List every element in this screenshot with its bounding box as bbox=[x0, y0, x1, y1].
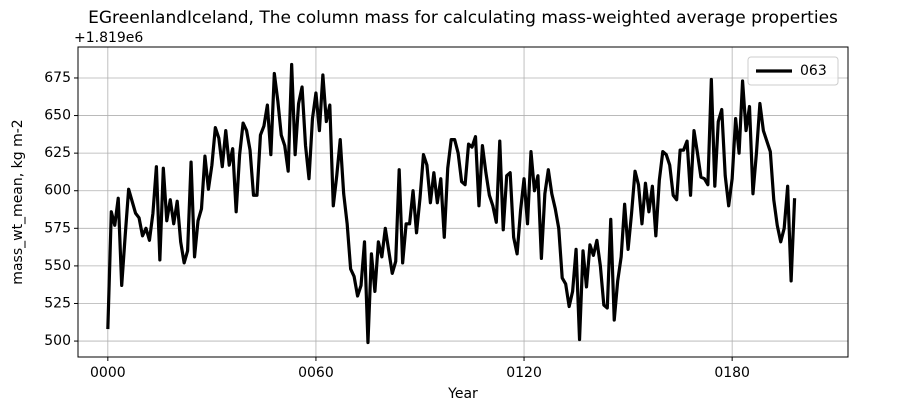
y-offset-label: +1.819e6 bbox=[74, 30, 143, 46]
y-tick-label: 525 bbox=[44, 295, 71, 311]
y-tick-label: 625 bbox=[44, 145, 71, 161]
y-tick-label: 575 bbox=[44, 220, 71, 236]
y-tick-label: 650 bbox=[44, 108, 71, 124]
x-tick-label: 0000 bbox=[90, 365, 126, 381]
legend-box bbox=[747, 56, 839, 86]
plot-frame bbox=[77, 46, 849, 358]
y-tick-label: 600 bbox=[44, 183, 71, 199]
y-tick-label: 675 bbox=[44, 70, 71, 86]
legend-label: 063 bbox=[800, 63, 827, 79]
x-tick-label: 0180 bbox=[714, 365, 750, 381]
chart-title: EGreenlandIceland, The column mass for c… bbox=[88, 8, 838, 28]
data-line bbox=[106, 62, 797, 345]
y-axis-label: mass_wt_mean, kg m-2 bbox=[10, 119, 26, 284]
y-tick-label: 550 bbox=[44, 258, 71, 274]
x-axis-label: Year bbox=[447, 386, 478, 402]
x-tick-label: 0060 bbox=[298, 365, 334, 381]
y-tick-label: 500 bbox=[44, 333, 71, 349]
x-tick-label: 0120 bbox=[506, 365, 542, 381]
